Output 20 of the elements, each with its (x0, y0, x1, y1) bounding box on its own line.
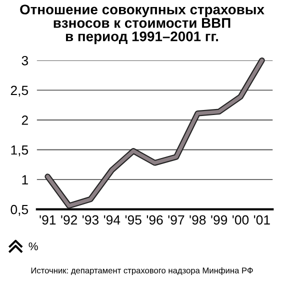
x-tick-label: '94 (104, 215, 120, 225)
x-tick-label: '01 (254, 215, 270, 225)
y-tick-label: 1,5 (11, 145, 28, 156)
x-tick-label: '95 (125, 215, 142, 225)
x-tick-label: '91 (40, 215, 56, 225)
x-tick-label: '96 (146, 215, 163, 225)
y-axis-title: % (28, 242, 38, 250)
text: Источник: департамент страхового надзора Минфина РФ (31, 267, 253, 276)
y-tick-label: 2 (22, 116, 28, 125)
x-tick-label: '99 (211, 215, 228, 225)
chart-title: Отношение совокупных страховых взносов к стоимости ВВП в период 1991–2001 гг. (20, 4, 264, 44)
x-tick-label: '98 (190, 215, 206, 225)
y-tick-label: 3 (22, 56, 28, 66)
x-tick-label: '92 (61, 215, 77, 225)
y-tick-label: 1 (22, 175, 28, 184)
x-tick-label: '00 (232, 215, 249, 225)
x-tick-label: '93 (82, 215, 99, 225)
y-tick-label: 2,5 (10, 86, 28, 97)
y-tick-label: 0,5 (10, 204, 28, 216)
x-tick-label: '97 (168, 215, 184, 225)
